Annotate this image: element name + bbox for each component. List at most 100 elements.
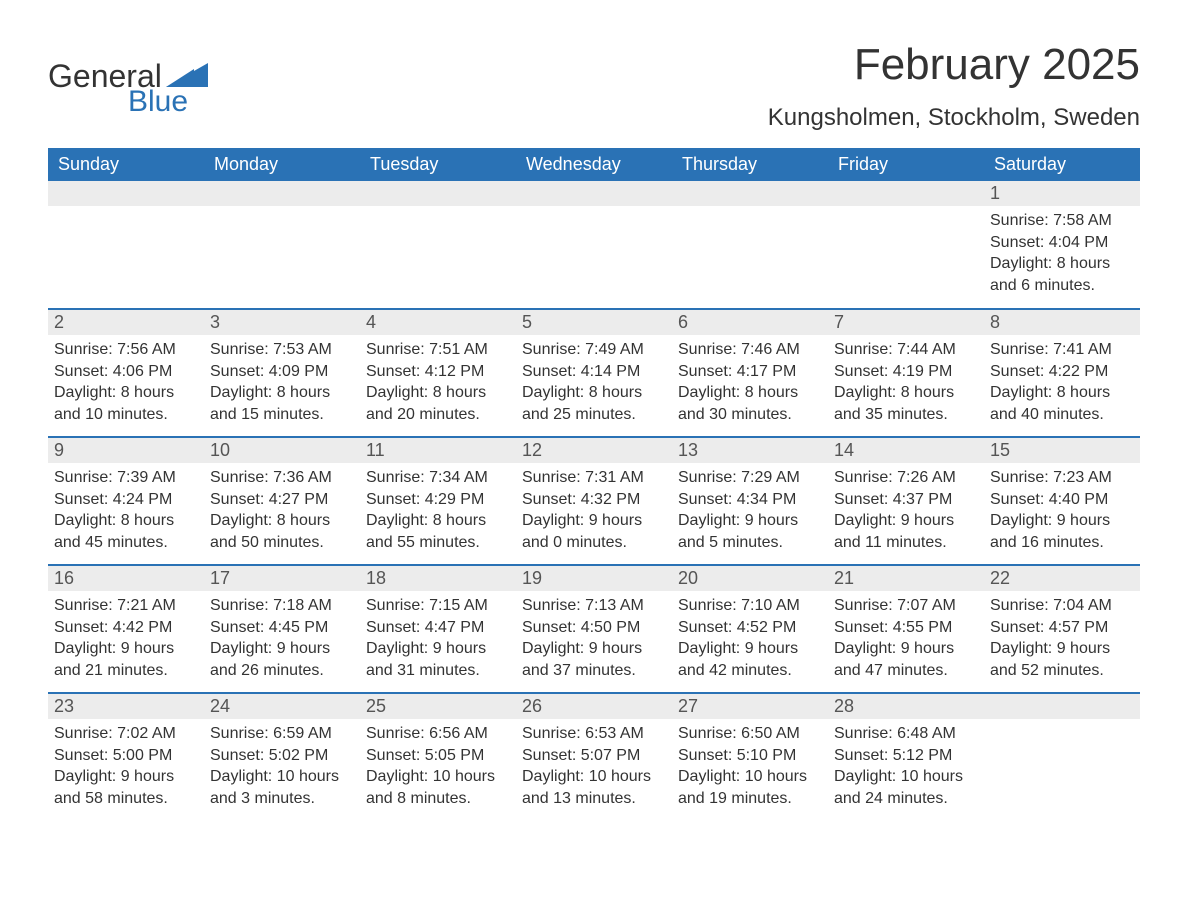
weekday-header: Saturday [984, 148, 1140, 181]
sunset-line: Sunset: 4:09 PM [210, 361, 356, 383]
calendar-cell: 22Sunrise: 7:04 AMSunset: 4:57 PMDayligh… [984, 565, 1140, 693]
day-details: Sunrise: 6:48 AMSunset: 5:12 PMDaylight:… [828, 719, 984, 813]
day-details: Sunrise: 7:02 AMSunset: 5:00 PMDaylight:… [48, 719, 204, 813]
weekday-header: Friday [828, 148, 984, 181]
sunrise-line: Sunrise: 7:53 AM [210, 339, 356, 361]
daylight-line: Daylight: 8 hours and 40 minutes. [990, 382, 1136, 425]
day-number: 23 [48, 694, 204, 719]
calendar-cell [984, 693, 1140, 821]
sunset-line: Sunset: 5:02 PM [210, 745, 356, 767]
calendar-cell: 4Sunrise: 7:51 AMSunset: 4:12 PMDaylight… [360, 309, 516, 437]
day-details: Sunrise: 7:53 AMSunset: 4:09 PMDaylight:… [204, 335, 360, 429]
sunset-line: Sunset: 4:52 PM [678, 617, 824, 639]
calendar-week-row: 23Sunrise: 7:02 AMSunset: 5:00 PMDayligh… [48, 693, 1140, 821]
calendar-cell [828, 181, 984, 309]
day-number: 12 [516, 438, 672, 463]
sunrise-line: Sunrise: 7:31 AM [522, 467, 668, 489]
daylight-line: Daylight: 8 hours and 30 minutes. [678, 382, 824, 425]
day-details: Sunrise: 7:31 AMSunset: 4:32 PMDaylight:… [516, 463, 672, 557]
weekday-header-row: SundayMondayTuesdayWednesdayThursdayFrid… [48, 148, 1140, 181]
day-details: Sunrise: 7:10 AMSunset: 4:52 PMDaylight:… [672, 591, 828, 685]
sunset-line: Sunset: 5:00 PM [54, 745, 200, 767]
weekday-header: Sunday [48, 148, 204, 181]
calendar-table: SundayMondayTuesdayWednesdayThursdayFrid… [48, 148, 1140, 821]
day-number: 21 [828, 566, 984, 591]
sunrise-line: Sunrise: 7:34 AM [366, 467, 512, 489]
day-details: Sunrise: 7:23 AMSunset: 4:40 PMDaylight:… [984, 463, 1140, 557]
sunset-line: Sunset: 4:29 PM [366, 489, 512, 511]
calendar-cell: 10Sunrise: 7:36 AMSunset: 4:27 PMDayligh… [204, 437, 360, 565]
daylight-line: Daylight: 9 hours and 42 minutes. [678, 638, 824, 681]
daylight-line: Daylight: 8 hours and 20 minutes. [366, 382, 512, 425]
sunset-line: Sunset: 4:40 PM [990, 489, 1136, 511]
sunrise-line: Sunrise: 7:51 AM [366, 339, 512, 361]
day-details: Sunrise: 7:39 AMSunset: 4:24 PMDaylight:… [48, 463, 204, 557]
calendar-cell: 28Sunrise: 6:48 AMSunset: 5:12 PMDayligh… [828, 693, 984, 821]
sunset-line: Sunset: 4:34 PM [678, 489, 824, 511]
day-number: 1 [984, 181, 1140, 206]
day-number: 17 [204, 566, 360, 591]
daylight-line: Daylight: 9 hours and 31 minutes. [366, 638, 512, 681]
sunrise-line: Sunrise: 7:23 AM [990, 467, 1136, 489]
sunset-line: Sunset: 4:55 PM [834, 617, 980, 639]
daylight-line: Daylight: 9 hours and 58 minutes. [54, 766, 200, 809]
day-number: 16 [48, 566, 204, 591]
calendar-cell: 1Sunrise: 7:58 AMSunset: 4:04 PMDaylight… [984, 181, 1140, 309]
calendar-week-row: 2Sunrise: 7:56 AMSunset: 4:06 PMDaylight… [48, 309, 1140, 437]
calendar-cell: 27Sunrise: 6:50 AMSunset: 5:10 PMDayligh… [672, 693, 828, 821]
day-details: Sunrise: 7:26 AMSunset: 4:37 PMDaylight:… [828, 463, 984, 557]
sunrise-line: Sunrise: 7:04 AM [990, 595, 1136, 617]
sunrise-line: Sunrise: 7:18 AM [210, 595, 356, 617]
calendar-cell: 16Sunrise: 7:21 AMSunset: 4:42 PMDayligh… [48, 565, 204, 693]
day-number: 7 [828, 310, 984, 335]
day-number: 24 [204, 694, 360, 719]
day-details: Sunrise: 6:59 AMSunset: 5:02 PMDaylight:… [204, 719, 360, 813]
day-number: 14 [828, 438, 984, 463]
daylight-line: Daylight: 8 hours and 50 minutes. [210, 510, 356, 553]
day-details: Sunrise: 7:29 AMSunset: 4:34 PMDaylight:… [672, 463, 828, 557]
calendar-cell [516, 181, 672, 309]
calendar-cell: 2Sunrise: 7:56 AMSunset: 4:06 PMDaylight… [48, 309, 204, 437]
sunset-line: Sunset: 4:14 PM [522, 361, 668, 383]
sunrise-line: Sunrise: 7:56 AM [54, 339, 200, 361]
header: General Blue February 2025 Kungsholmen, … [48, 40, 1140, 132]
day-number: 20 [672, 566, 828, 591]
location: Kungsholmen, Stockholm, Sweden [768, 104, 1140, 132]
day-details: Sunrise: 7:18 AMSunset: 4:45 PMDaylight:… [204, 591, 360, 685]
day-details: Sunrise: 7:46 AMSunset: 4:17 PMDaylight:… [672, 335, 828, 429]
day-number: 25 [360, 694, 516, 719]
sunset-line: Sunset: 4:57 PM [990, 617, 1136, 639]
sunset-line: Sunset: 4:45 PM [210, 617, 356, 639]
day-details: Sunrise: 6:53 AMSunset: 5:07 PMDaylight:… [516, 719, 672, 813]
day-details: Sunrise: 7:13 AMSunset: 4:50 PMDaylight:… [516, 591, 672, 685]
sunrise-line: Sunrise: 7:39 AM [54, 467, 200, 489]
sunset-line: Sunset: 4:22 PM [990, 361, 1136, 383]
calendar-cell: 7Sunrise: 7:44 AMSunset: 4:19 PMDaylight… [828, 309, 984, 437]
sunset-line: Sunset: 4:27 PM [210, 489, 356, 511]
day-number: 28 [828, 694, 984, 719]
day-number: 15 [984, 438, 1140, 463]
day-number [204, 181, 360, 206]
calendar-week-row: 1Sunrise: 7:58 AMSunset: 4:04 PMDaylight… [48, 181, 1140, 309]
daylight-line: Daylight: 9 hours and 5 minutes. [678, 510, 824, 553]
sunset-line: Sunset: 5:05 PM [366, 745, 512, 767]
calendar-cell [204, 181, 360, 309]
day-number: 13 [672, 438, 828, 463]
sunrise-line: Sunrise: 6:53 AM [522, 723, 668, 745]
day-details: Sunrise: 6:50 AMSunset: 5:10 PMDaylight:… [672, 719, 828, 813]
daylight-line: Daylight: 9 hours and 16 minutes. [990, 510, 1136, 553]
day-number: 19 [516, 566, 672, 591]
day-number [360, 181, 516, 206]
day-details: Sunrise: 6:56 AMSunset: 5:05 PMDaylight:… [360, 719, 516, 813]
day-number: 11 [360, 438, 516, 463]
daylight-line: Daylight: 8 hours and 15 minutes. [210, 382, 356, 425]
day-details: Sunrise: 7:41 AMSunset: 4:22 PMDaylight:… [984, 335, 1140, 429]
day-details: Sunrise: 7:58 AMSunset: 4:04 PMDaylight:… [984, 206, 1140, 300]
daylight-line: Daylight: 9 hours and 21 minutes. [54, 638, 200, 681]
sunrise-line: Sunrise: 6:48 AM [834, 723, 980, 745]
calendar-cell: 3Sunrise: 7:53 AMSunset: 4:09 PMDaylight… [204, 309, 360, 437]
brand-part2: Blue [128, 85, 208, 119]
calendar-cell: 6Sunrise: 7:46 AMSunset: 4:17 PMDaylight… [672, 309, 828, 437]
day-number: 2 [48, 310, 204, 335]
daylight-line: Daylight: 8 hours and 45 minutes. [54, 510, 200, 553]
